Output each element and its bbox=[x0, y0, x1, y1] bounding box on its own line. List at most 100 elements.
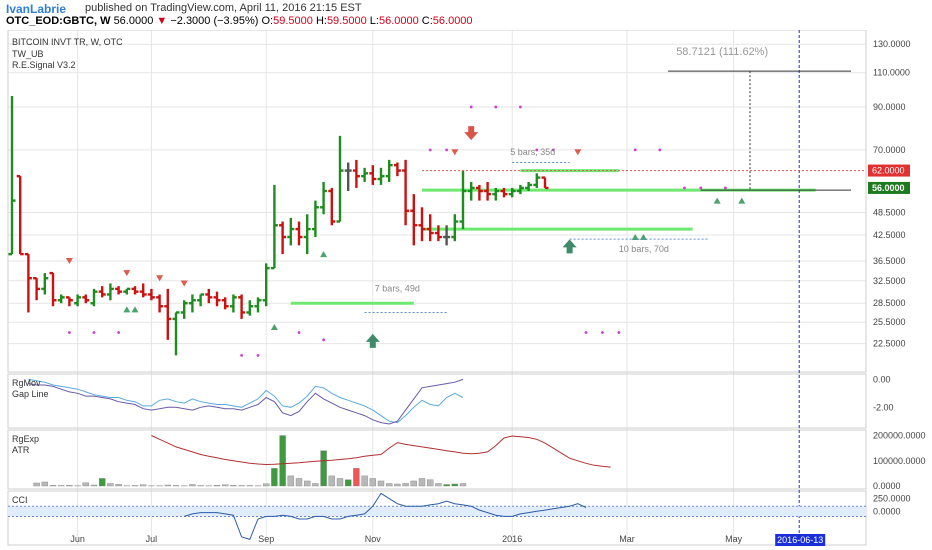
rgexp-bar bbox=[369, 478, 376, 487]
x-tick-label: May bbox=[725, 534, 743, 544]
x-tick-label: Mar bbox=[619, 534, 635, 544]
rgexp-bar bbox=[230, 485, 237, 487]
buy-signal-marker bbox=[270, 323, 278, 330]
date-marker-box bbox=[775, 534, 826, 546]
indicator-pane-2 bbox=[7, 429, 867, 490]
sell-signal-marker bbox=[156, 275, 164, 282]
rgexp-bar bbox=[263, 483, 270, 487]
open-label: O: bbox=[261, 15, 274, 27]
rgmov-tick: -2.00 bbox=[873, 402, 894, 412]
y-tick-label: 110.0000 bbox=[873, 68, 910, 78]
buy-signal-marker bbox=[123, 306, 131, 313]
date-marker-label: 2016-06-13 bbox=[777, 535, 823, 545]
signal-dot bbox=[445, 148, 448, 152]
y-tick-label: 25.5000 bbox=[873, 317, 906, 327]
high-value: 59.5000 bbox=[326, 15, 367, 27]
sell-signal-marker bbox=[574, 149, 582, 156]
signal-dot bbox=[535, 148, 539, 152]
rgexp-bar bbox=[459, 483, 467, 487]
signal-dot bbox=[68, 331, 71, 334]
x-tick-label: Jul bbox=[146, 534, 158, 544]
bars-count-label: 5 bars, 35d bbox=[510, 147, 555, 157]
rgexp-bar bbox=[221, 484, 229, 487]
rgexp-bar bbox=[189, 484, 196, 487]
buy-signal-marker bbox=[320, 251, 328, 258]
strong-buy-arrow bbox=[365, 333, 380, 348]
cci-tick: 0.0000 bbox=[873, 506, 901, 516]
rgmov-line bbox=[28, 378, 464, 424]
symbol: OTC_EOD:GBTC, W bbox=[6, 15, 111, 27]
rgexp-bar bbox=[213, 485, 221, 487]
chart-canvas[interactable]: 7 bars, 49d 5 bars, 35d 10 bars, 70d 58.712… bbox=[0, 30, 932, 550]
sell-signal-marker bbox=[65, 257, 73, 264]
rgexp-bar bbox=[131, 485, 139, 487]
rgexp-bar bbox=[410, 480, 417, 487]
signal-dot bbox=[240, 353, 244, 357]
y-tick-label: 70.0000 bbox=[873, 145, 906, 155]
x-tick-label: 2016 bbox=[502, 534, 522, 544]
rgexp-bar bbox=[41, 481, 48, 487]
signal-dot bbox=[117, 331, 120, 334]
rgexp-bar bbox=[353, 468, 360, 487]
close-value: 56.0000 bbox=[432, 15, 473, 27]
bars-count-label: 7 bars, 49d bbox=[375, 284, 420, 294]
rgexp-bar bbox=[172, 485, 180, 487]
study-label: TW_UB bbox=[12, 49, 44, 59]
measure-label: 58.7121 (111.62%) bbox=[676, 46, 768, 58]
gap-line bbox=[28, 378, 464, 425]
resistance-price-box bbox=[868, 164, 910, 177]
resistance-price-label: 62.0000 bbox=[872, 166, 905, 176]
cci-line bbox=[184, 492, 587, 541]
x-tick-label: Jun bbox=[70, 534, 85, 544]
price-change: −2.3000 (−3.95%) bbox=[170, 15, 259, 27]
x-tick-label: Nov bbox=[365, 534, 382, 544]
cci-band bbox=[8, 506, 866, 517]
indicator-pane-1 bbox=[7, 373, 867, 429]
signal-dot bbox=[297, 331, 301, 334]
last-price: 56.0000 bbox=[113, 15, 154, 27]
sell-signal-marker bbox=[180, 280, 188, 287]
rgexp-bar bbox=[139, 484, 147, 487]
y-tick-label: 48.5000 bbox=[873, 207, 906, 217]
y-tick-label: 130.0000 bbox=[873, 39, 911, 49]
rgexp-bar bbox=[279, 435, 286, 487]
indicator-pane-3 bbox=[7, 490, 867, 546]
rgexp-bar bbox=[66, 485, 73, 487]
publish-info: published on TradingView.com, April 11, … bbox=[85, 2, 362, 14]
close-label: C: bbox=[421, 15, 433, 27]
signal-dot bbox=[584, 331, 588, 334]
signal-dot bbox=[322, 338, 325, 342]
rgexp-bar bbox=[345, 479, 352, 487]
rgexp-bar bbox=[90, 484, 98, 487]
signal-dot bbox=[494, 105, 498, 109]
rgexp-bar bbox=[82, 482, 90, 487]
signal-dot bbox=[633, 148, 637, 152]
y-tick-label: 22.5000 bbox=[873, 339, 906, 349]
rgexp-bar bbox=[386, 483, 393, 487]
signal-dot bbox=[92, 331, 96, 334]
rgmov-tick: 0.00 bbox=[873, 374, 891, 384]
rgexp-bar bbox=[435, 483, 442, 487]
rgexp-tick: 200000.0000 bbox=[873, 431, 926, 441]
signal-dot bbox=[469, 105, 473, 109]
rgexp-bar bbox=[197, 485, 204, 487]
cci-label: CCI bbox=[12, 495, 28, 505]
signal-dot bbox=[724, 186, 727, 190]
rgexp-bar bbox=[328, 475, 335, 487]
atr-line bbox=[151, 435, 611, 468]
rgexp-bar bbox=[427, 479, 434, 487]
signal-dot bbox=[551, 148, 555, 152]
y-tick-label: 42.5000 bbox=[873, 230, 906, 240]
rgexp-bar bbox=[33, 482, 40, 487]
buy-signal-marker bbox=[738, 197, 746, 204]
signal-dot bbox=[256, 353, 260, 357]
rgexp-bar bbox=[107, 483, 114, 487]
author-link[interactable]: IvanLabrie bbox=[6, 2, 67, 16]
down-triangle-icon: ▼ bbox=[156, 15, 168, 27]
low-label: L: bbox=[369, 15, 379, 27]
rgexp-bar bbox=[377, 480, 385, 487]
sell-signal-marker bbox=[123, 270, 131, 277]
rgexp-bar bbox=[320, 450, 327, 487]
rgexp-bar bbox=[58, 485, 65, 487]
buy-signal-marker bbox=[631, 234, 639, 241]
